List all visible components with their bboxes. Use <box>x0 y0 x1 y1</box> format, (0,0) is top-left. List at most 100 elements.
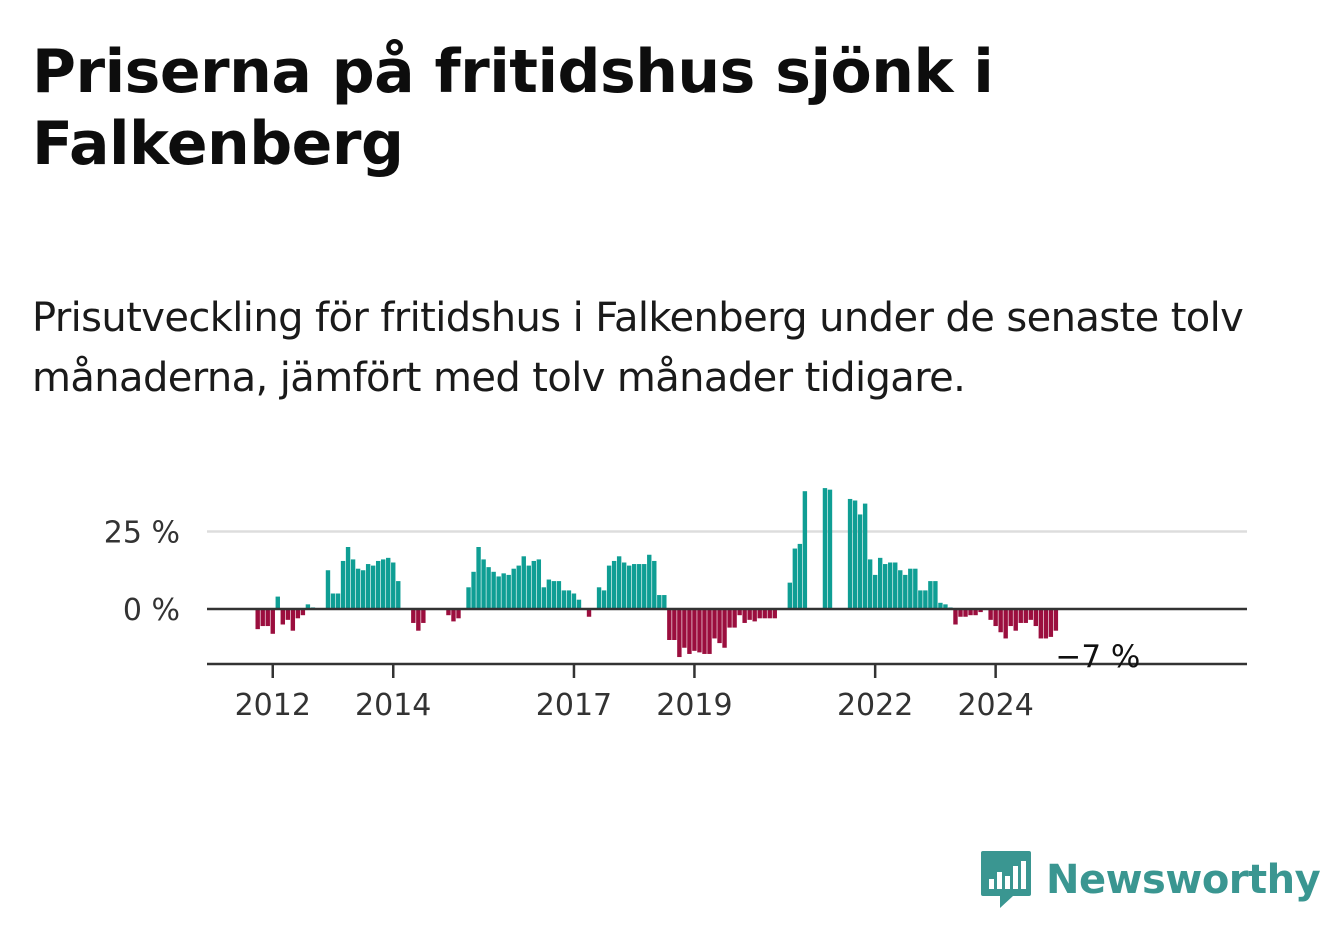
bar <box>1053 609 1059 631</box>
bar <box>350 559 356 609</box>
bar <box>872 574 878 609</box>
bar <box>556 581 562 609</box>
bar <box>762 609 767 619</box>
bar <box>913 568 918 609</box>
bar <box>662 595 667 609</box>
chart-title: Priserna på fritidshus sjönk i Falkenber… <box>32 37 994 179</box>
bar <box>355 568 361 609</box>
y-tick-label-0: 0 % <box>123 593 180 628</box>
bar <box>491 571 496 609</box>
bar <box>973 609 978 616</box>
bar <box>727 609 732 628</box>
bar <box>888 562 893 609</box>
bar-chart: 0 % 25 % 2012 2014 2017 2019 2022 2024 −7 % <box>104 488 1247 724</box>
bar <box>647 554 652 609</box>
bar <box>566 590 572 609</box>
bar <box>757 609 762 619</box>
bar <box>672 609 677 640</box>
bar <box>1048 609 1054 637</box>
bar <box>496 576 501 609</box>
bars <box>255 488 1059 658</box>
bar <box>692 609 697 651</box>
bar <box>998 609 1003 633</box>
x-tick-label-2017: 2017 <box>536 688 612 723</box>
bar <box>330 593 336 609</box>
bar <box>280 609 285 625</box>
bar <box>677 609 682 658</box>
bar <box>451 609 456 622</box>
bar <box>391 562 396 609</box>
bar <box>275 596 280 609</box>
bar <box>822 488 828 609</box>
bar <box>476 547 481 609</box>
bar <box>260 609 265 627</box>
bar <box>767 609 772 619</box>
bar <box>325 570 331 609</box>
bar <box>707 609 712 654</box>
bar <box>1033 609 1038 627</box>
bar <box>486 567 491 609</box>
bar <box>877 557 883 609</box>
bar <box>652 560 657 609</box>
bar <box>340 560 346 609</box>
bar <box>345 547 351 609</box>
tick-labels: 0 % 25 % 2012 2014 2017 2019 2022 2024 −7 % <box>104 516 1141 724</box>
bar <box>305 604 311 609</box>
bar <box>421 609 426 623</box>
bar <box>968 609 973 616</box>
bar <box>938 602 943 609</box>
newsworthy-logo: Newsworthy <box>980 850 1321 910</box>
bar <box>943 604 948 609</box>
bar <box>596 587 602 609</box>
chart-subtitle: Prisutveckling för fritidshus i Falkenbe… <box>32 295 1244 401</box>
bar <box>988 609 993 620</box>
bar <box>737 609 742 616</box>
bar <box>381 559 386 609</box>
bar <box>847 498 853 609</box>
x-tick-label-2012: 2012 <box>235 688 311 723</box>
bar <box>702 609 707 654</box>
bar <box>255 609 260 630</box>
newsworthy-logo-icon <box>981 851 1031 908</box>
bar <box>561 590 567 609</box>
bar <box>526 565 531 609</box>
bar <box>365 564 371 609</box>
bar <box>632 564 637 609</box>
bar <box>958 609 963 617</box>
bar <box>953 609 958 625</box>
bar <box>506 574 511 609</box>
bar <box>933 581 938 609</box>
bar <box>893 562 898 609</box>
bar <box>687 609 692 654</box>
bar <box>300 609 306 616</box>
bar <box>626 565 632 609</box>
bar <box>978 609 983 613</box>
bar <box>386 557 391 609</box>
bar <box>270 609 275 634</box>
bar <box>446 609 451 616</box>
bar <box>772 609 777 619</box>
bar <box>903 574 908 609</box>
bar <box>787 582 793 609</box>
bar <box>1003 609 1008 639</box>
bar <box>466 587 471 609</box>
bar <box>606 565 612 609</box>
bar <box>396 581 401 609</box>
bar <box>883 564 888 609</box>
bar <box>857 514 863 609</box>
bar <box>295 609 301 619</box>
bar <box>576 599 582 609</box>
y-tick-label-25: 25 % <box>104 516 180 551</box>
bar <box>411 609 416 623</box>
bar <box>370 565 376 609</box>
bar <box>551 581 557 609</box>
bar <box>712 609 717 639</box>
bar <box>1018 609 1023 623</box>
bar <box>802 491 808 609</box>
bar <box>717 609 722 644</box>
bar <box>732 609 737 628</box>
bar <box>908 568 913 609</box>
bar <box>642 564 647 609</box>
bar <box>1043 609 1049 639</box>
bar <box>667 609 672 640</box>
